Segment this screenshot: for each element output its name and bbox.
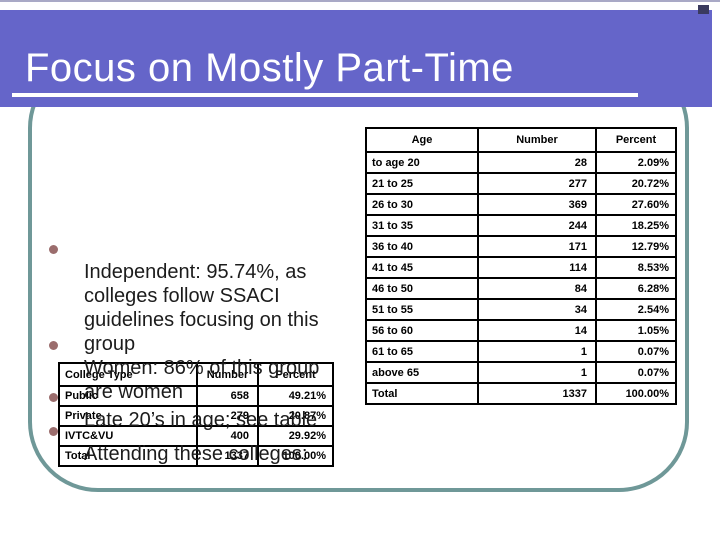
bullet-text: Late 20’s in age; see table [84, 409, 318, 431]
table-row: above 65 1 0.07% [365, 361, 677, 384]
table-row: 31 to 35 244 18.25% [365, 214, 677, 237]
age-label: above 65 [365, 361, 479, 384]
age-label: 36 to 40 [365, 235, 479, 258]
age-percent: 100.00% [595, 382, 677, 405]
age-percent: 2.09% [595, 151, 677, 174]
college-type-table: College Type Number Percent Public 658 4… [58, 362, 334, 467]
age-label: 31 to 35 [365, 214, 479, 237]
table-row: to age 20 28 2.09% [365, 151, 677, 174]
bullet-icon [49, 427, 58, 436]
age-label: 21 to 25 [365, 172, 479, 195]
bullet-text: Women: 86% of this group are women [84, 357, 320, 403]
table-row: IVTC&VU 400 29.92% [58, 425, 334, 447]
bullet-item-women: Women: 86% of this group are women [46, 332, 389, 404]
table-row: 51 to 55 34 2.54% [365, 298, 677, 321]
top-corner-notch [698, 5, 709, 14]
age-percent: 8.53% [595, 256, 677, 279]
age-number: 1337 [477, 382, 597, 405]
age-label: to age 20 [365, 151, 479, 174]
age-percent: 6.28% [595, 277, 677, 300]
college-number: 279 [196, 405, 259, 427]
college-type-header: College Type [58, 362, 198, 387]
bullet-item-independent: Independent: 95.74%, as colleges follow … [46, 236, 389, 356]
age-number: 277 [477, 172, 597, 195]
college-label: Public [58, 385, 198, 407]
table-row: Public 658 49.21% [58, 385, 334, 407]
college-percent: 100.00% [257, 445, 334, 467]
title-underline [12, 93, 638, 97]
age-number: 244 [477, 214, 597, 237]
college-percent: 29.92% [257, 425, 334, 447]
age-label: 46 to 50 [365, 277, 479, 300]
age-percent: 20.72% [595, 172, 677, 195]
age-number: 1 [477, 340, 597, 363]
slide-title: Focus on Mostly Part-Time [25, 46, 514, 90]
age-number: 28 [477, 151, 597, 174]
bullet-item-age: Late 20’s in age; see table [46, 384, 389, 432]
bullet-icon [49, 341, 58, 350]
age-percent: 2.54% [595, 298, 677, 321]
age-number: 14 [477, 319, 597, 342]
percent-header: Percent [595, 127, 677, 153]
college-label: Total [58, 445, 198, 467]
table-row: 41 to 45 114 8.53% [365, 256, 677, 279]
table-row: 61 to 65 1 0.07% [365, 340, 677, 363]
college-label: IVTC&VU [58, 425, 198, 447]
college-percent: 20.87% [257, 405, 334, 427]
college-number: 400 [196, 425, 259, 447]
age-percent: 0.07% [595, 361, 677, 384]
bullet-text: Independent: 95.74%, as colleges follow … [84, 261, 319, 355]
age-table-header-row: Age Number Percent [365, 127, 677, 153]
bullet-item-attending: Attending these colleges: [46, 418, 389, 466]
age-percent: 1.05% [595, 319, 677, 342]
table-row: 21 to 25 277 20.72% [365, 172, 677, 195]
college-number: 1337 [196, 445, 259, 467]
age-number: 171 [477, 235, 597, 258]
bullet-icon [49, 245, 58, 254]
table-row: 26 to 30 369 27.60% [365, 193, 677, 216]
table-row-total: Total 1337 100.00% [365, 382, 677, 405]
age-percent: 0.07% [595, 340, 677, 363]
table-row: 36 to 40 171 12.79% [365, 235, 677, 258]
table-row: 46 to 50 84 6.28% [365, 277, 677, 300]
age-label: 51 to 55 [365, 298, 479, 321]
age-label: 56 to 60 [365, 319, 479, 342]
age-percent: 18.25% [595, 214, 677, 237]
age-label: 26 to 30 [365, 193, 479, 216]
age-header: Age [365, 127, 479, 153]
table-row-total: Total 1337 100.00% [58, 445, 334, 467]
age-number: 114 [477, 256, 597, 279]
age-percent: 12.79% [595, 235, 677, 258]
table-row: Private 279 20.87% [58, 405, 334, 427]
top-rule-line [0, 0, 720, 2]
college-label: Private [58, 405, 198, 427]
bullet-icon [49, 393, 58, 402]
bullet-text: Attending these colleges: [84, 443, 308, 465]
college-number: 658 [196, 385, 259, 407]
age-label: 61 to 65 [365, 340, 479, 363]
college-table-header-row: College Type Number Percent [58, 362, 334, 387]
age-label: Total [365, 382, 479, 405]
age-number: 369 [477, 193, 597, 216]
age-number: 1 [477, 361, 597, 384]
number-header: Number [477, 127, 597, 153]
college-percent: 49.21% [257, 385, 334, 407]
age-number: 84 [477, 277, 597, 300]
table-row: 56 to 60 14 1.05% [365, 319, 677, 342]
title-band: Focus on Mostly Part-Time [0, 10, 712, 107]
age-number: 34 [477, 298, 597, 321]
age-percent: 27.60% [595, 193, 677, 216]
percent-header: Percent [257, 362, 334, 387]
age-table: Age Number Percent to age 20 28 2.09% 21… [365, 127, 677, 405]
age-label: 41 to 45 [365, 256, 479, 279]
number-header: Number [196, 362, 259, 387]
